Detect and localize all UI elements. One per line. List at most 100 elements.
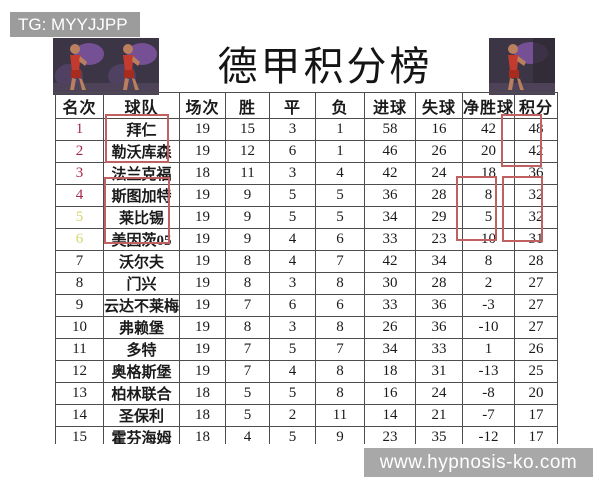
wins-cell: 9 — [225, 206, 271, 229]
losses-cell: 11 — [315, 404, 366, 427]
goals-for-cell: 23 — [364, 426, 417, 449]
played-cell: 18 — [179, 162, 227, 185]
draws-cell: 5 — [269, 382, 317, 405]
wins-cell: 9 — [225, 184, 271, 207]
goal-diff-cell: 10 — [462, 228, 516, 251]
table-row: 3 法兰克福 18 11 3 4 42 24 18 36 — [55, 162, 559, 185]
goals-for-cell: 36 — [364, 184, 417, 207]
rank-cell: 3 — [55, 162, 104, 185]
goals-for-cell: 34 — [364, 338, 417, 361]
table-row: 10 弗赖堡 19 8 3 8 26 36 -10 27 — [55, 316, 559, 339]
header-rank: 名次 — [55, 92, 104, 119]
table-row: 5 莱比锡 19 9 5 5 34 29 5 32 — [55, 206, 559, 229]
goal-diff-cell: 18 — [462, 162, 516, 185]
team-cell: 奥格斯堡 — [102, 360, 181, 383]
points-cell: 17 — [514, 426, 559, 449]
standings-body: 1 拜仁 19 15 3 1 58 16 42 48 2 勒沃库森 19 12 … — [55, 118, 559, 480]
header-wins: 胜 — [225, 92, 271, 119]
goals-against-cell: 24 — [415, 382, 464, 405]
points-cell: 17 — [514, 404, 559, 427]
player-photo-icon — [106, 38, 159, 95]
table-row: 9 云达不莱梅 19 7 6 6 33 36 -3 27 — [55, 294, 559, 317]
goals-against-cell: 36 — [415, 316, 464, 339]
goals-against-cell: 24 — [415, 162, 464, 185]
wins-cell: 8 — [225, 272, 271, 295]
points-cell: 32 — [514, 184, 559, 207]
header-team: 球队 — [102, 92, 181, 119]
rank-cell: 13 — [55, 382, 104, 405]
draws-cell: 3 — [269, 272, 317, 295]
draws-cell: 5 — [269, 338, 317, 361]
wins-cell: 12 — [225, 140, 271, 163]
header-images-left — [53, 38, 159, 95]
table-row: 1 拜仁 19 15 3 1 58 16 42 48 — [55, 118, 559, 141]
wins-cell: 9 — [225, 228, 271, 251]
losses-cell: 1 — [315, 140, 366, 163]
goals-against-cell: 21 — [415, 404, 464, 427]
team-cell: 多特 — [102, 338, 181, 361]
team-cell: 莱比锡 — [102, 206, 181, 229]
goals-against-cell: 26 — [415, 140, 464, 163]
goals-against-cell: 36 — [415, 294, 464, 317]
points-cell: 25 — [514, 360, 559, 383]
played-cell: 18 — [179, 426, 227, 449]
goals-against-cell: 23 — [415, 228, 464, 251]
points-cell: 28 — [514, 250, 559, 273]
points-cell: 48 — [514, 118, 559, 141]
losses-cell: 8 — [315, 382, 366, 405]
losses-cell: 4 — [315, 162, 366, 185]
losses-cell: 8 — [315, 360, 366, 383]
team-cell: 弗赖堡 — [102, 316, 181, 339]
wins-cell: 11 — [225, 162, 271, 185]
wins-cell: 7 — [225, 294, 271, 317]
rank-cell: 5 — [55, 206, 104, 229]
rank-cell: 4 — [55, 184, 104, 207]
table-row: 13 柏林联合 18 5 5 8 16 24 -8 20 — [55, 382, 559, 405]
wins-cell: 8 — [225, 316, 271, 339]
draws-cell: 4 — [269, 360, 317, 383]
wins-cell: 7 — [225, 360, 271, 383]
watermark-bar: www.hypnosis-ko.com — [364, 448, 593, 477]
wins-cell: 15 — [225, 118, 271, 141]
team-cell: 柏林联合 — [102, 382, 181, 405]
table-row: 7 沃尔夫 19 8 4 7 42 34 8 28 — [55, 250, 559, 273]
goal-diff-cell: 42 — [462, 118, 516, 141]
header-row: 名次 球队 场次 胜 平 负 进球 失球 净胜球 积分 — [55, 92, 559, 119]
points-cell: 32 — [514, 206, 559, 229]
table-row: 11 多特 19 7 5 7 34 33 1 26 — [55, 338, 559, 361]
played-cell: 19 — [179, 184, 227, 207]
draws-cell: 6 — [269, 140, 317, 163]
rank-cell: 6 — [55, 228, 104, 251]
draws-cell: 3 — [269, 316, 317, 339]
team-cell: 拜仁 — [102, 118, 181, 141]
goals-for-cell: 16 — [364, 382, 417, 405]
header-played: 场次 — [179, 92, 227, 119]
draws-cell: 2 — [269, 404, 317, 427]
points-cell: 20 — [514, 382, 559, 405]
points-cell: 27 — [514, 272, 559, 295]
header-goals-for: 进球 — [364, 92, 417, 119]
header-image-right — [489, 38, 555, 95]
table-row: 2 勒沃库森 19 12 6 1 46 26 20 42 — [55, 140, 559, 163]
goals-for-cell: 42 — [364, 250, 417, 273]
goals-against-cell: 29 — [415, 206, 464, 229]
losses-cell: 7 — [315, 250, 366, 273]
goals-for-cell: 18 — [364, 360, 417, 383]
losses-cell: 5 — [315, 184, 366, 207]
player-photo-icon — [489, 38, 555, 95]
goals-against-cell: 28 — [415, 272, 464, 295]
goals-against-cell: 33 — [415, 338, 464, 361]
goals-for-cell: 58 — [364, 118, 417, 141]
team-cell: 美因茨05 — [102, 228, 181, 251]
table-row: 14 圣保利 18 5 2 11 14 21 -7 17 — [55, 404, 559, 427]
team-cell: 门兴 — [102, 272, 181, 295]
goal-diff-cell: 5 — [462, 206, 516, 229]
wins-cell: 8 — [225, 250, 271, 273]
rank-cell: 7 — [55, 250, 104, 273]
played-cell: 19 — [179, 140, 227, 163]
table-row: 6 美因茨05 19 9 4 6 33 23 10 31 — [55, 228, 559, 251]
standings-table: 名次 球队 场次 胜 平 负 进球 失球 净胜球 积分 1 拜仁 19 15 3… — [55, 92, 559, 480]
goals-for-cell: 26 — [364, 316, 417, 339]
goal-diff-cell: -13 — [462, 360, 516, 383]
